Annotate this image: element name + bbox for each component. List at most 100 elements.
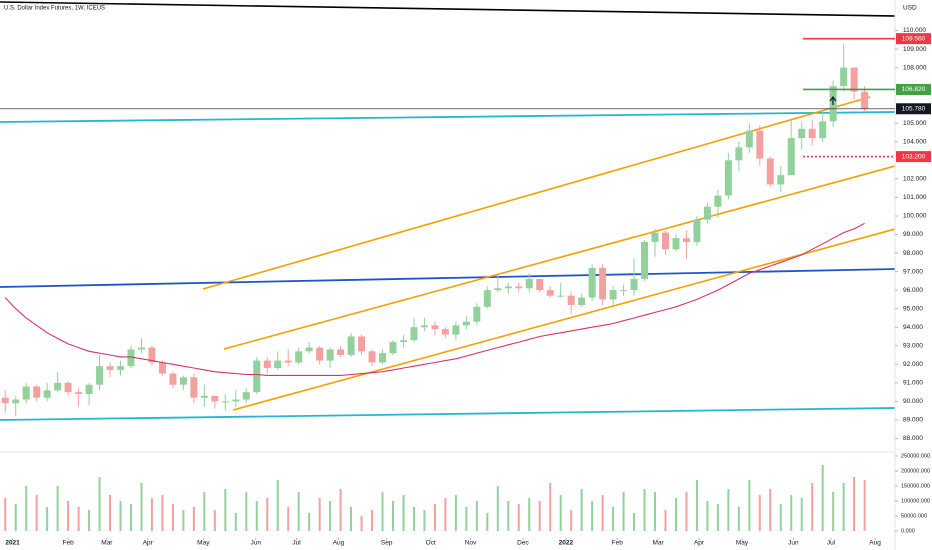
x-tick-label: Feb xyxy=(612,540,624,547)
volume-bar xyxy=(654,491,657,531)
y-tick-label: 92.000 xyxy=(903,361,923,368)
candle-body xyxy=(735,147,743,161)
volume-bar xyxy=(171,503,174,531)
candle-body xyxy=(651,232,659,242)
currency-label: USD xyxy=(903,5,917,12)
candle-body xyxy=(420,325,428,328)
y-tick-label: 99.000 xyxy=(903,231,923,238)
price-level-label: 103.200 xyxy=(902,153,926,160)
x-tick-label: Mar xyxy=(101,540,113,547)
volume-bar xyxy=(109,494,112,531)
y-tick-label: 95.000 xyxy=(903,305,923,312)
volume-bar xyxy=(119,500,122,531)
candle-body xyxy=(798,128,806,139)
candle-body xyxy=(253,360,261,393)
volume-bar xyxy=(769,488,772,531)
price-level-box xyxy=(896,103,931,115)
volume-tick-label: 250000.000 xyxy=(901,453,930,459)
x-tick-label: Apr xyxy=(694,540,705,547)
candle-body xyxy=(295,351,303,363)
candle-body xyxy=(43,390,51,398)
x-tick-label: Feb xyxy=(63,540,75,547)
volume-bar xyxy=(130,503,133,531)
candle-body xyxy=(368,351,376,363)
volume-bar xyxy=(245,491,248,531)
x-tick-label: May xyxy=(197,540,210,547)
volume-bar xyxy=(853,476,856,531)
candle-body xyxy=(515,286,523,289)
candle-body xyxy=(305,347,313,352)
candle-body xyxy=(358,336,366,352)
volume-bar xyxy=(622,491,625,531)
price-level-label: 106.820 xyxy=(902,86,926,93)
volume-bar xyxy=(88,509,91,531)
price-level-label: 109.560 xyxy=(902,35,926,42)
volume-bar xyxy=(433,503,436,531)
y-tick-label: 96.000 xyxy=(903,287,923,294)
volume-bar xyxy=(779,503,782,531)
x-tick-label: Dec xyxy=(517,540,529,547)
candle-body xyxy=(410,327,418,341)
candle-body xyxy=(494,288,502,291)
candle-body xyxy=(672,238,680,250)
candle-body xyxy=(431,325,439,330)
volume-bar xyxy=(800,497,803,531)
x-tick-label: Jul xyxy=(827,540,836,547)
candle-body xyxy=(756,130,764,159)
candle-body xyxy=(389,342,397,354)
candle-body xyxy=(766,158,774,185)
volume-bar xyxy=(308,512,311,531)
candle-body xyxy=(840,67,848,87)
x-tick-label: Nov xyxy=(465,540,477,547)
candle-body xyxy=(682,238,690,242)
volume-bar xyxy=(339,488,342,531)
y-tick-label: 93.000 xyxy=(903,342,923,349)
y-tick-label: 89.000 xyxy=(903,417,923,424)
volume-bar xyxy=(664,509,667,531)
volume-bar xyxy=(695,479,698,531)
candle-body xyxy=(22,386,30,400)
volume-bar xyxy=(716,503,719,531)
volume-bar xyxy=(287,506,290,531)
candle-body xyxy=(399,340,407,343)
candle-body xyxy=(211,395,219,402)
arrow-icon xyxy=(829,96,837,105)
candle-body xyxy=(599,267,607,300)
y-tick-label: 100.000 xyxy=(903,213,927,220)
volume-bar xyxy=(329,500,332,531)
volume-bar xyxy=(748,479,751,531)
volume-bar xyxy=(276,479,279,531)
price-level-box xyxy=(896,151,931,163)
candle-body xyxy=(578,297,586,305)
candle-body xyxy=(724,160,732,196)
x-tick-label: Jul xyxy=(292,540,301,547)
volume-bar xyxy=(371,509,374,531)
candle-body xyxy=(557,295,565,297)
volume-bar xyxy=(475,500,478,531)
candle-body xyxy=(641,241,649,280)
trend-line xyxy=(0,111,896,123)
candle-body xyxy=(179,377,187,385)
volume-bar xyxy=(486,512,489,531)
x-tick-label: Apr xyxy=(143,540,154,547)
candle-body xyxy=(745,130,753,148)
volume-bar xyxy=(538,500,541,531)
volume-bar xyxy=(549,482,552,531)
candle-body xyxy=(661,232,669,250)
volume-bar xyxy=(706,500,709,531)
volume-bar xyxy=(423,509,426,531)
candle-body xyxy=(117,366,125,370)
volume-bar xyxy=(98,476,101,531)
candle-body xyxy=(588,267,596,298)
candle-body xyxy=(33,386,41,398)
y-tick-label: 91.000 xyxy=(903,380,923,387)
volume-bar xyxy=(633,512,636,531)
candle-body xyxy=(777,175,785,185)
volume-bar xyxy=(150,497,153,531)
x-tick-label: Jun xyxy=(250,540,261,547)
candle-body xyxy=(326,349,334,361)
candle-body xyxy=(525,279,533,289)
volume-bar xyxy=(454,494,457,531)
candle-body xyxy=(473,306,481,322)
